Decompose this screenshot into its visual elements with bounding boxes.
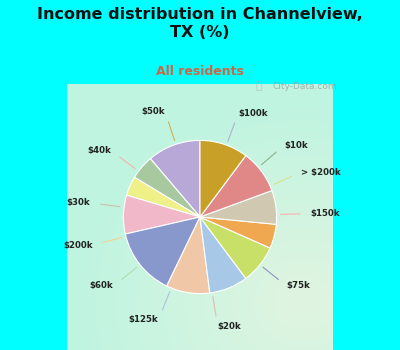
- Wedge shape: [126, 177, 200, 217]
- Wedge shape: [134, 159, 200, 217]
- Wedge shape: [125, 217, 200, 286]
- Text: $100k: $100k: [238, 108, 268, 118]
- Wedge shape: [200, 190, 277, 224]
- Text: $30k: $30k: [66, 198, 90, 207]
- Wedge shape: [167, 217, 210, 294]
- Text: ⦿: ⦿: [255, 81, 262, 91]
- Text: $50k: $50k: [142, 107, 165, 117]
- Wedge shape: [200, 140, 246, 217]
- Text: $75k: $75k: [286, 281, 310, 290]
- Wedge shape: [150, 140, 200, 217]
- Wedge shape: [200, 217, 246, 293]
- Text: City-Data.com: City-Data.com: [272, 82, 337, 91]
- Text: $60k: $60k: [90, 281, 114, 290]
- Text: $40k: $40k: [88, 146, 111, 155]
- Text: $10k: $10k: [284, 141, 308, 150]
- Text: $200k: $200k: [63, 240, 93, 250]
- Text: $125k: $125k: [129, 315, 158, 324]
- Text: $20k: $20k: [218, 322, 242, 331]
- Wedge shape: [200, 217, 276, 248]
- Text: > $200k: > $200k: [301, 168, 341, 177]
- Text: $150k: $150k: [310, 209, 340, 218]
- Text: Income distribution in Channelview,
TX (%): Income distribution in Channelview, TX (…: [37, 7, 363, 40]
- Wedge shape: [200, 217, 270, 278]
- Wedge shape: [123, 195, 200, 234]
- Text: All residents: All residents: [156, 65, 244, 78]
- Wedge shape: [200, 156, 272, 217]
